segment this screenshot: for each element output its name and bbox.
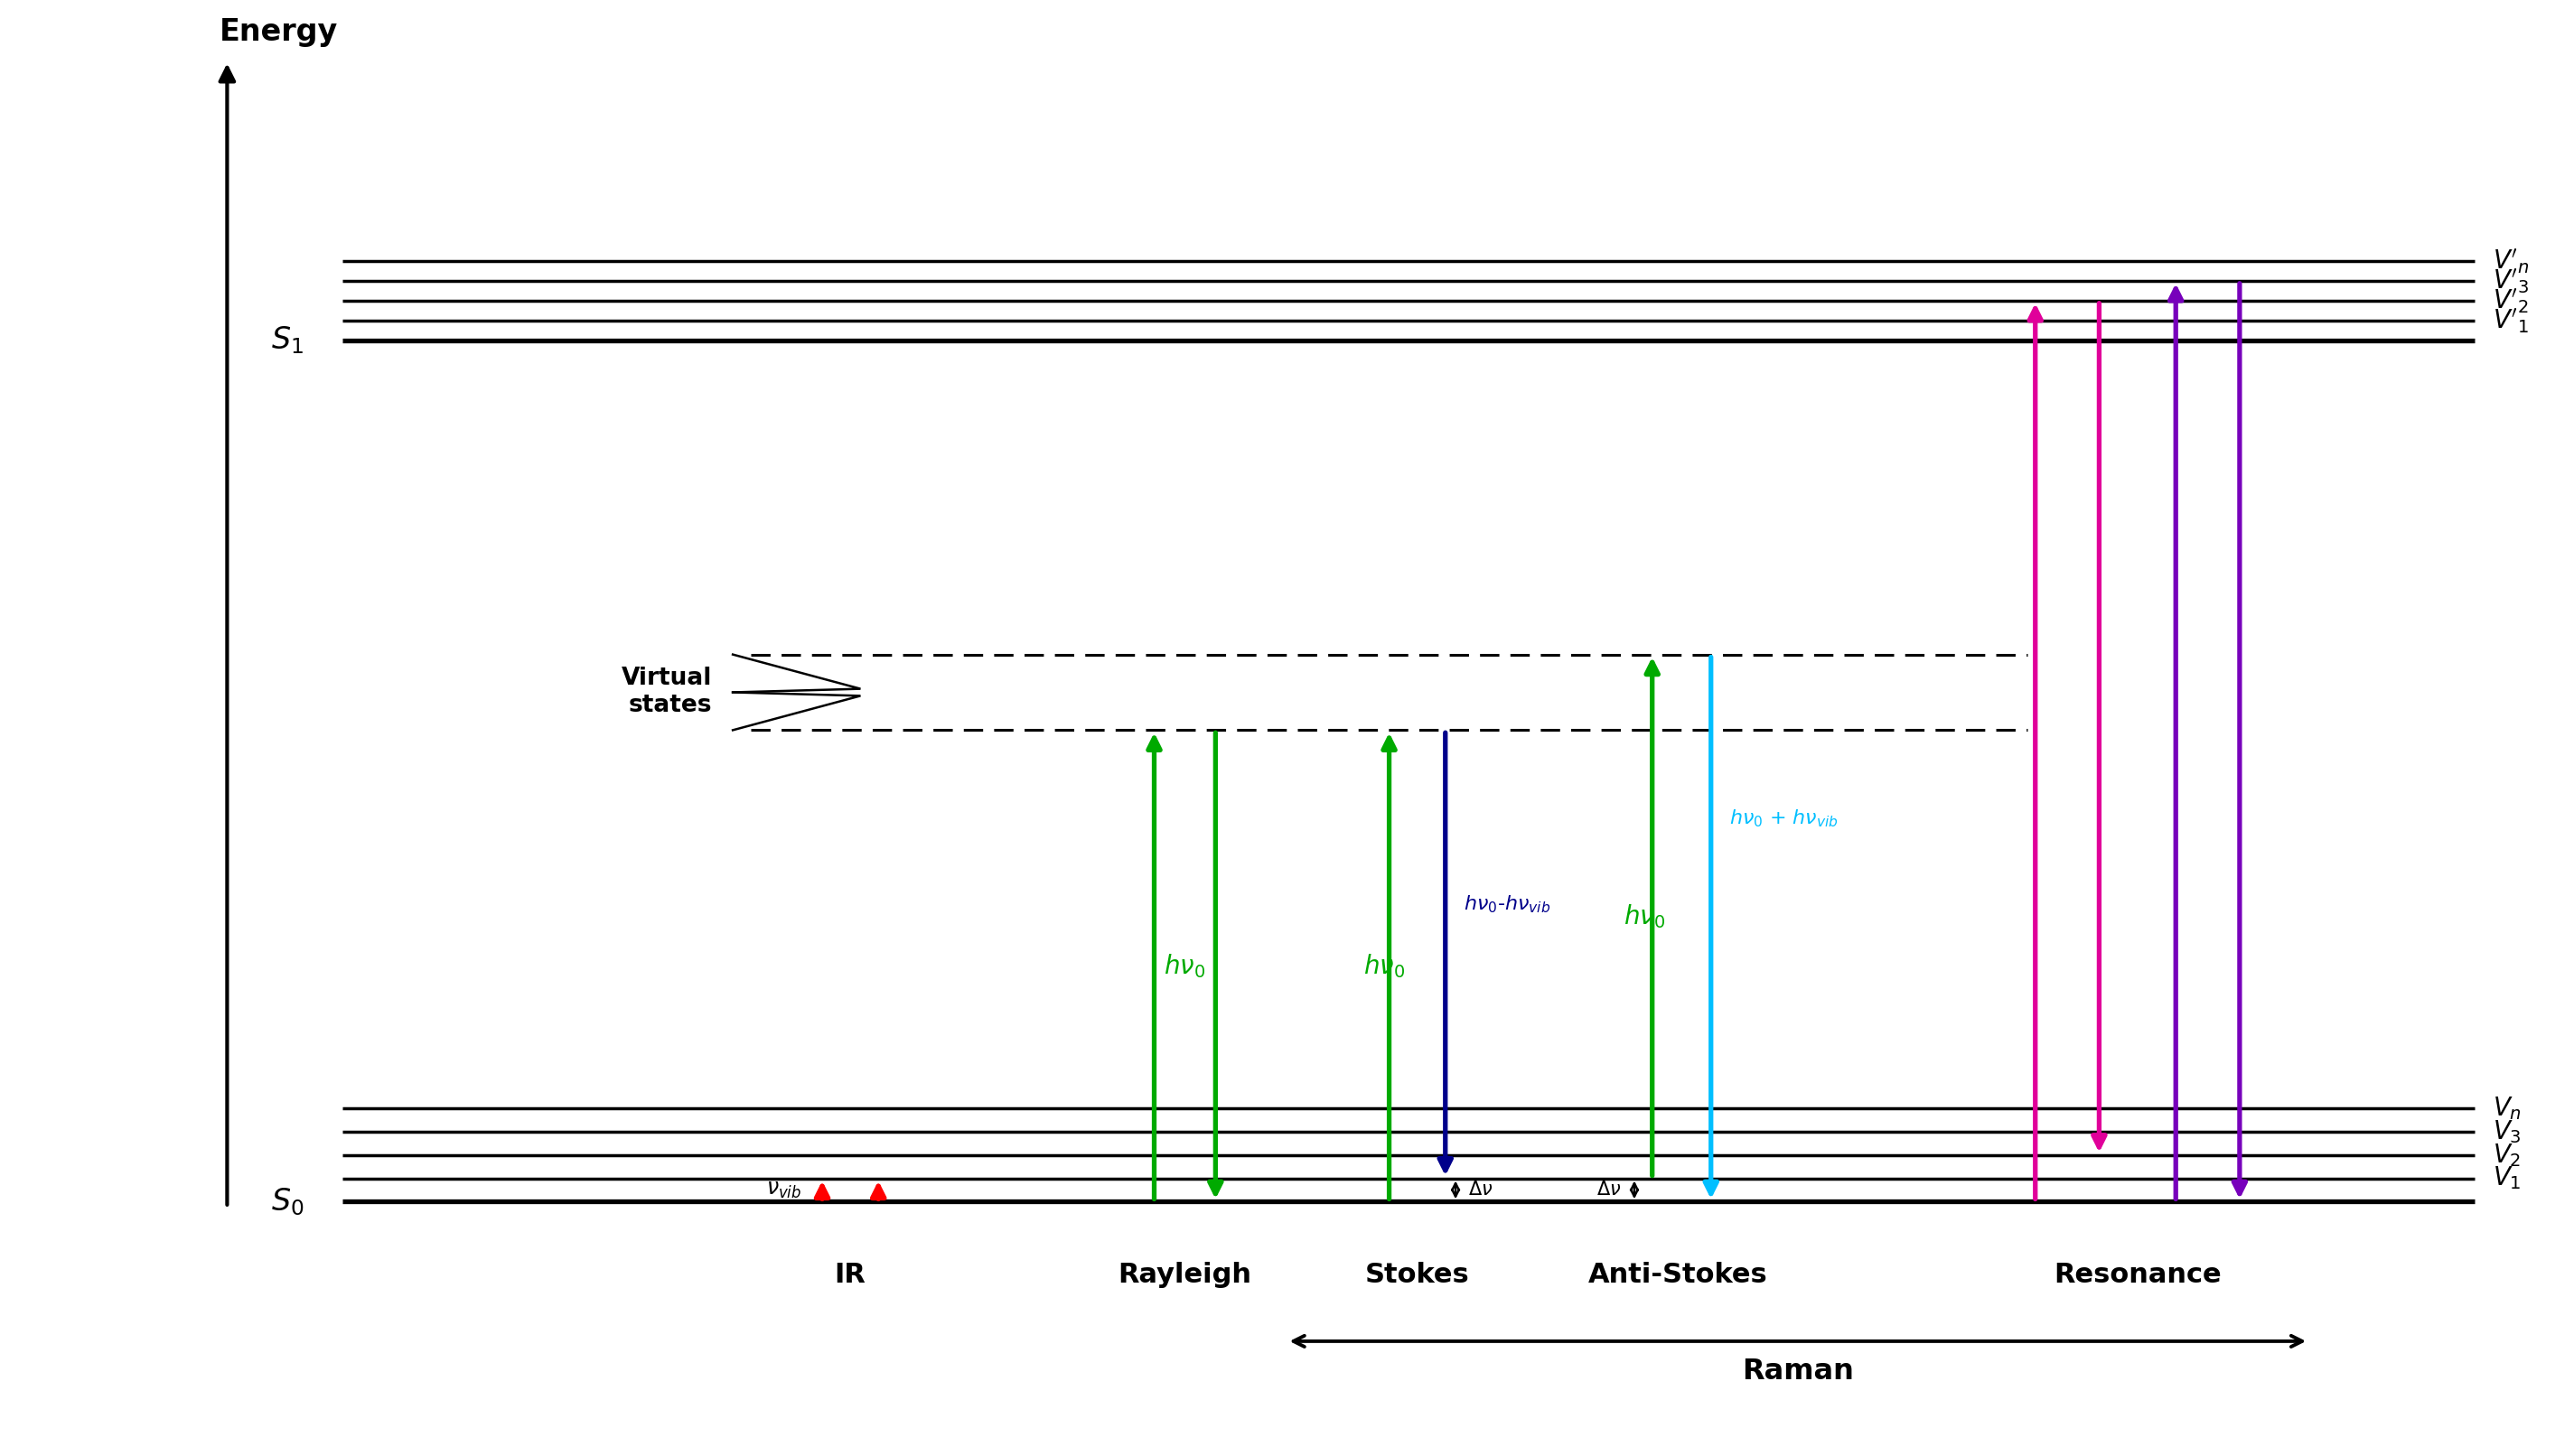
Text: Raman: Raman (1743, 1357, 1853, 1386)
Text: $h\nu_0$: $h\nu_0$ (1624, 903, 1665, 930)
Text: $h\nu_0$-$h\nu_{vib}$: $h\nu_0$-$h\nu_{vib}$ (1462, 894, 1550, 916)
Text: $V'_3$: $V'_3$ (2492, 266, 2528, 296)
Text: $\Delta\nu$: $\Delta\nu$ (1467, 1181, 1493, 1198)
Text: $h\nu_0$ + $h\nu_{vib}$: $h\nu_0$ + $h\nu_{vib}$ (1730, 808, 1838, 830)
Text: IR: IR (834, 1262, 865, 1289)
Text: $h\nu_0$: $h\nu_0$ (1364, 952, 1405, 980)
Text: $V_3$: $V_3$ (2492, 1118, 2520, 1146)
Text: Stokes: Stokes (1364, 1262, 1470, 1289)
Text: $V_2$: $V_2$ (2492, 1142, 2520, 1168)
Text: $S_0$: $S_0$ (270, 1185, 304, 1217)
Text: $\Delta\nu$: $\Delta\nu$ (1596, 1181, 1622, 1198)
Text: Energy: Energy (219, 17, 337, 47)
Text: $V'_1$: $V'_1$ (2492, 306, 2528, 335)
Text: Resonance: Resonance (2054, 1262, 2221, 1289)
Text: Rayleigh: Rayleigh (1117, 1262, 1251, 1289)
Text: Virtual
states: Virtual states (623, 667, 713, 718)
Text: $h\nu_0$: $h\nu_0$ (1163, 952, 1205, 980)
Text: Anti-Stokes: Anti-Stokes (1588, 1262, 1768, 1289)
Text: $S_1$: $S_1$ (270, 325, 304, 355)
Text: $V_1$: $V_1$ (2492, 1165, 2520, 1191)
Text: $V_n$: $V_n$ (2492, 1095, 2523, 1123)
Text: $V'_2$: $V'_2$ (2492, 287, 2528, 314)
Text: $\nu_{vib}$: $\nu_{vib}$ (767, 1179, 801, 1201)
Text: $V'_n$: $V'_n$ (2492, 248, 2530, 275)
